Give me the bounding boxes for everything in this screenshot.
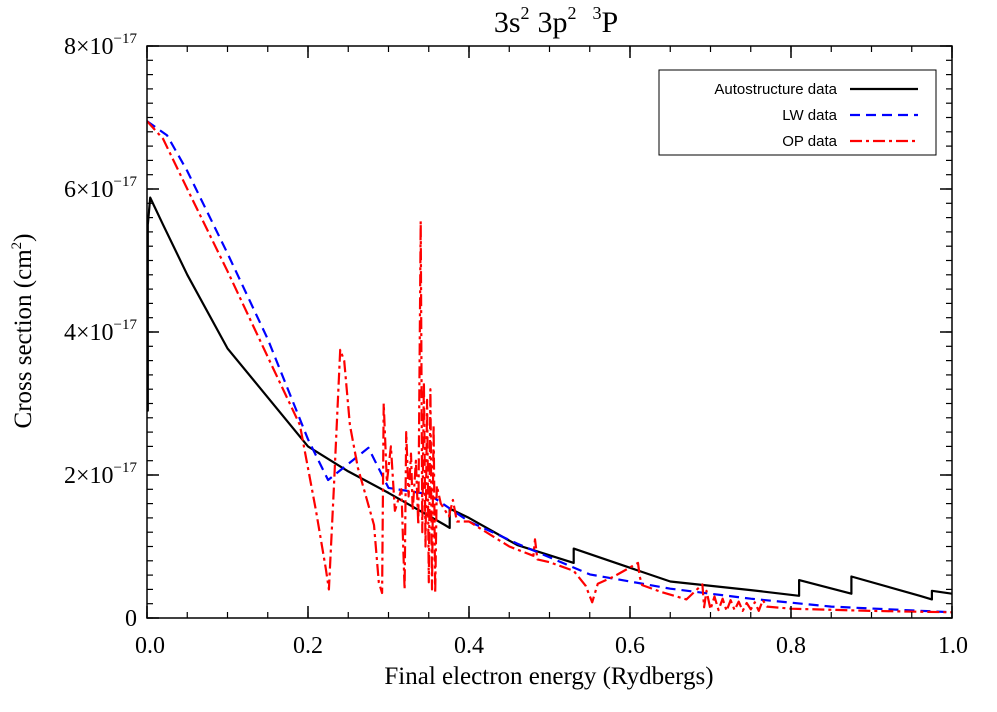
x-tick-label: 0.0	[135, 633, 165, 659]
y-tick-label: 2×10−17	[64, 460, 138, 489]
x-tick-label: 0.6	[615, 633, 645, 659]
y-axis-label: Cross section (cm2)	[9, 234, 37, 429]
legend-label-2: OP data	[782, 133, 837, 150]
chart-title: 3s2 3p2 3P	[494, 3, 618, 39]
x-tick-label: 0.8	[776, 633, 806, 659]
y-tick-label: 6×10−17	[64, 174, 138, 203]
y-tick-label: 4×10−17	[64, 317, 138, 346]
legend: Autostructure data LW data OP data	[658, 69, 937, 156]
y-tick-label: 8×10−17	[64, 31, 138, 60]
series-line-1	[147, 120, 952, 614]
y-tick-label: 0	[125, 606, 137, 632]
x-axis-label: Final electron energy (Rydbergs)	[384, 663, 713, 690]
x-tick-label: 0.2	[293, 633, 323, 659]
legend-label-1: LW data	[782, 107, 837, 124]
series-layer	[147, 120, 952, 614]
series-line-0	[147, 196, 952, 601]
x-tick-label: 1.0	[938, 633, 968, 659]
x-axis-ticks: 0.0 0.2 0.4 0.6 0.8 1.0	[135, 46, 968, 659]
y-axis-ticks: 0 2×10−17 4×10−17 6×10−17 8×10−17	[64, 31, 952, 632]
legend-label-0: Autostructure data	[714, 81, 837, 98]
series-line-2	[147, 120, 952, 614]
legend-items: Autostructure data LW data OP data	[714, 81, 918, 150]
x-tick-label: 0.4	[454, 633, 484, 659]
